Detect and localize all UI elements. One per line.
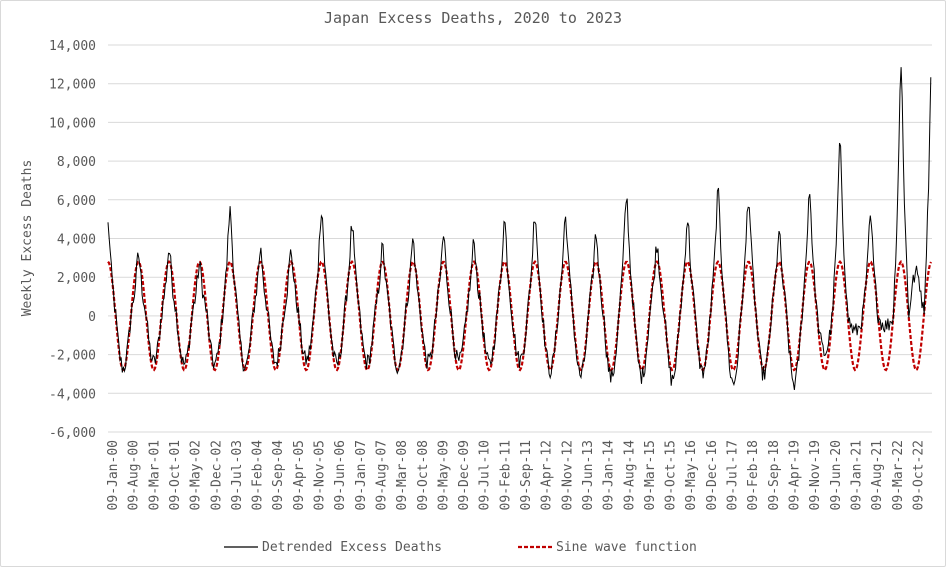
x-tick-label: 09-Aug-21 xyxy=(870,440,885,510)
x-tick-label: 09-May-09 xyxy=(436,440,451,510)
x-tick-label: 09-Oct-15 xyxy=(664,440,679,510)
y-tick-label: -6,000 xyxy=(49,426,96,441)
x-tick-label: 09-Jan-07 xyxy=(354,440,369,510)
x-tick-label: 09-Oct-22 xyxy=(911,440,926,510)
x-tick-label: 09-Dec-09 xyxy=(457,440,472,510)
x-tick-label: 09-Mar-01 xyxy=(147,440,162,510)
x-tick-label: 09-Jul-10 xyxy=(478,440,493,510)
x-tick-label: 09-Sep-11 xyxy=(519,440,534,510)
x-tick-label: 09-Mar-22 xyxy=(891,440,906,510)
y-tick-label: 8,000 xyxy=(57,155,96,170)
y-tick-label: -4,000 xyxy=(49,387,96,402)
x-tick-label: 09-Sep-18 xyxy=(767,440,782,510)
y-tick-label: 12,000 xyxy=(49,78,96,93)
series-detrended-excess-deaths xyxy=(107,67,932,390)
x-tick-label: 09-Oct-01 xyxy=(168,440,183,510)
chart-title: Japan Excess Deaths, 2020 to 2023 xyxy=(324,9,622,27)
x-tick-label: 09-Apr-05 xyxy=(292,440,307,510)
y-tick-label: 0 xyxy=(88,310,96,325)
series-sine-wave xyxy=(107,259,933,372)
legend-label-sine: Sine wave function xyxy=(556,540,697,555)
x-tick-label: 09-Jan-00 xyxy=(106,440,121,510)
x-tick-label: 09-May-02 xyxy=(189,440,204,510)
x-tick-label: 09-Nov-19 xyxy=(808,440,823,510)
x-tick-label: 09-Feb-18 xyxy=(746,440,761,510)
x-tick-label: 09-Aug-07 xyxy=(374,440,389,510)
legend-label-detrended: Detrended Excess Deaths xyxy=(262,540,442,555)
x-tick-label: 09-Nov-05 xyxy=(313,440,328,510)
y-tick-label: 4,000 xyxy=(57,233,96,248)
x-tick-label: 09-Oct-08 xyxy=(416,440,431,510)
x-tick-label: 09-Aug-00 xyxy=(127,440,142,510)
x-tick-label: 09-Jul-03 xyxy=(230,440,245,510)
x-tick-label: 09-Nov-12 xyxy=(560,440,575,510)
y-tick-label: 6,000 xyxy=(57,194,96,209)
x-tick-label: 09-Feb-04 xyxy=(251,440,266,511)
x-tick-label: 09-Mar-15 xyxy=(643,440,658,510)
y-tick-label: 10,000 xyxy=(49,116,96,131)
x-tick-label: 09-Feb-11 xyxy=(498,440,513,510)
x-tick-label: 09-Jan-14 xyxy=(602,440,617,511)
x-tick-label: 09-Aug-14 xyxy=(622,440,637,511)
x-tick-label: 09-Jun-13 xyxy=(581,440,596,510)
x-tick-label: 09-May-16 xyxy=(684,440,699,510)
x-tick-label: 09-Jun-20 xyxy=(829,440,844,510)
y-tick-label: 14,000 xyxy=(49,39,96,54)
x-tick-label: 09-Jan-21 xyxy=(849,440,864,510)
x-tick-label: 09-Jul-17 xyxy=(726,440,741,510)
x-tick-label: 09-Apr-12 xyxy=(540,440,555,510)
x-tick-label: 09-Apr-19 xyxy=(788,440,803,510)
y-tick-label: 2,000 xyxy=(57,271,96,286)
x-tick-label: 09-Mar-08 xyxy=(395,440,410,510)
x-tick-label: 09-Sep-04 xyxy=(271,440,286,511)
y-tick-label: -2,000 xyxy=(49,349,96,364)
y-axis-label: Weekly Excess Deaths xyxy=(20,160,35,317)
x-tick-label: 09-Jun-06 xyxy=(333,440,348,510)
x-tick-label: 09-Dec-02 xyxy=(209,440,224,510)
x-tick-label: 09-Dec-16 xyxy=(705,440,720,510)
